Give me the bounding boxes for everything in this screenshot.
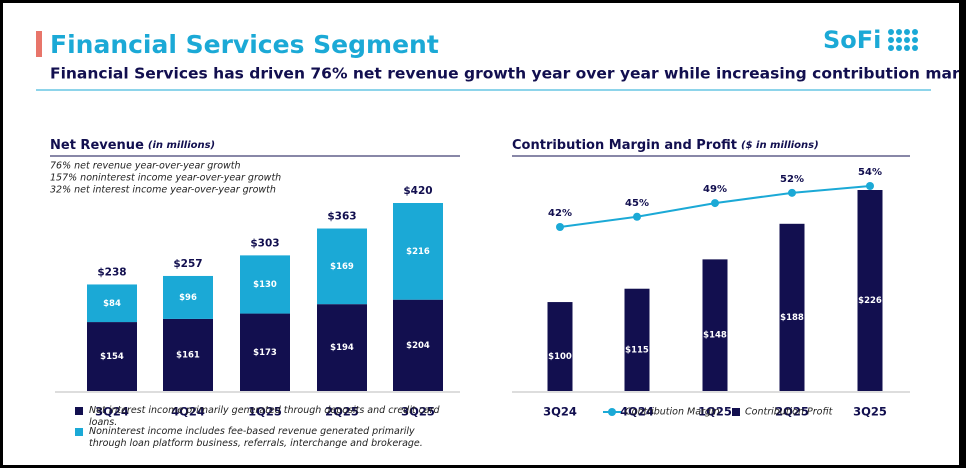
bar-segment: [393, 203, 443, 300]
legend-label: Contribution Profit: [745, 407, 834, 418]
total-label: $257: [173, 258, 202, 270]
chart-title: Net Revenue (in millions): [50, 138, 215, 153]
chart-title-note: ($ in millions): [741, 140, 819, 151]
legend-label: Contribution Margin: [625, 407, 720, 418]
segment-label: $216: [406, 247, 430, 257]
bar-label: $115: [625, 345, 649, 355]
bar: [779, 223, 805, 391]
slide-title: Financial Services Segment: [50, 30, 439, 59]
segment-label: $161: [176, 350, 200, 360]
logo-icon: [888, 29, 918, 51]
bar: [547, 302, 573, 391]
chart-title: Contribution Margin and Profit ($ in mill…: [512, 138, 819, 153]
chart-title-note: (in millions): [148, 140, 215, 151]
slide-subtitle: Financial Services has driven 76% net re…: [50, 65, 959, 83]
segment-label: $84: [103, 299, 121, 309]
legend-label: Net interest income primarily generated …: [89, 405, 440, 428]
bar-label: $148: [703, 331, 727, 341]
bar-label: $188: [780, 313, 804, 323]
legend-label: Noninterest income includes fee-based re…: [89, 426, 423, 449]
point-label: 49%: [703, 184, 727, 195]
line-point: [788, 188, 796, 197]
segment-label: $96: [179, 293, 197, 303]
bar-segment: [163, 318, 213, 391]
segment-label: $130: [253, 280, 277, 290]
x-tick-label: 3Q25: [853, 405, 887, 419]
x-tick-label: 2Q25: [775, 405, 809, 419]
bar-segment: [240, 255, 290, 314]
chart-title-text: Net Revenue: [50, 138, 144, 153]
point-label: 52%: [780, 174, 804, 185]
segment-label: $204: [406, 341, 430, 351]
x-tick-label: 4Q24: [620, 405, 654, 419]
legend-swatch: [75, 428, 83, 436]
note: 157% noninterest income year-over-year g…: [50, 173, 281, 184]
line-point: [866, 182, 874, 190]
bar-segment: [393, 299, 443, 391]
x-tick-label: 1Q25: [698, 405, 732, 419]
point-label: 42%: [548, 208, 572, 219]
bar: [702, 259, 728, 391]
line-point: [711, 199, 719, 208]
line-point: [633, 212, 641, 221]
legend-marker: [608, 408, 616, 416]
x-tick-label: 1Q25: [248, 405, 282, 419]
bar-segment: [87, 322, 137, 391]
title-accent: [36, 31, 42, 57]
total-label: $238: [97, 266, 126, 278]
x-tick-label: 2Q25: [325, 405, 359, 419]
bar-segment: [317, 304, 367, 391]
bar-label: $100: [548, 352, 572, 362]
segment-label: $194: [330, 343, 354, 353]
point-label: 45%: [625, 198, 649, 209]
segment-label: $154: [100, 352, 124, 362]
logo: SoFi: [823, 26, 881, 54]
point-label: 54%: [858, 167, 882, 178]
x-tick-label: 3Q24: [95, 405, 129, 419]
bar-segment: [87, 284, 137, 323]
total-label: $303: [250, 237, 279, 249]
bar: [624, 288, 650, 391]
note: 76% net revenue year-over-year growth: [50, 161, 241, 172]
legend-swatch: [75, 407, 83, 415]
bar-segment: [240, 313, 290, 391]
x-tick-label: 4Q24: [171, 405, 205, 419]
bar-label: $226: [858, 296, 882, 306]
note: 32% net interest income year-over-year g…: [50, 185, 276, 196]
segment-label: $173: [253, 348, 277, 358]
chart-title-text: Contribution Margin and Profit: [512, 138, 737, 153]
total-label: $420: [403, 185, 432, 197]
bar-segment: [317, 228, 367, 305]
total-label: $363: [327, 211, 356, 223]
chart-canvas: Financial Services Segment Financial Ser…: [36, 26, 959, 436]
x-tick-label: 3Q25: [401, 405, 435, 419]
bar-segment: [163, 275, 213, 319]
segment-label: $169: [330, 262, 354, 272]
bar: [857, 190, 883, 391]
legend-swatch: [732, 408, 740, 416]
line-point: [556, 223, 564, 231]
x-tick-label: 3Q24: [543, 405, 577, 419]
